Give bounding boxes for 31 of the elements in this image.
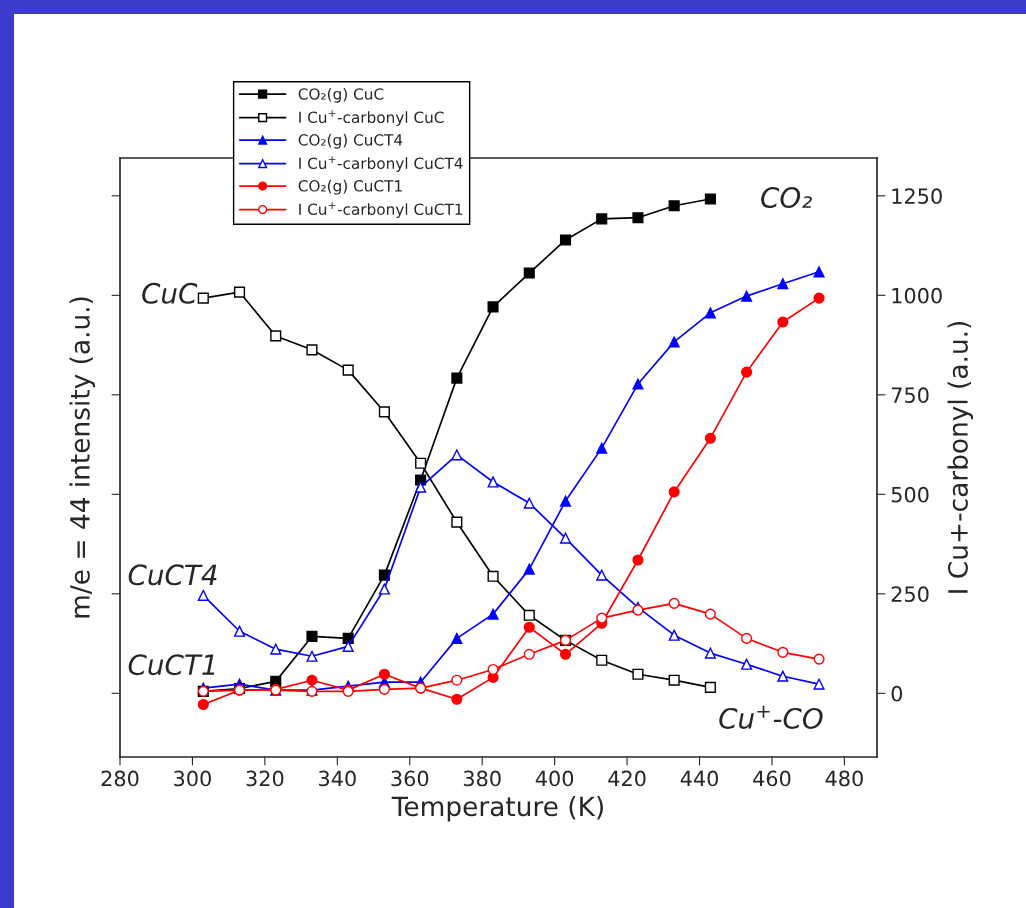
x-tick-label: 380	[463, 770, 501, 787]
legend-label: I Cu$^{+}$-carbonyl CuC	[299, 110, 444, 127]
y-tick-label: 750	[891, 387, 929, 404]
legend-label: CO₂(g) CuCT4	[298, 133, 403, 149]
x-tick-label: 300	[174, 770, 211, 787]
y-tick-label: 0	[891, 685, 903, 702]
x-axis-title: Temperature (K)	[391, 795, 603, 822]
x-tick-label: 420	[608, 770, 646, 787]
y2-axis-title: I Cu+-carbonyl (a.u.)	[947, 321, 974, 593]
x-tick-label: 440	[680, 770, 719, 787]
annotation: CuCT1	[128, 654, 215, 676]
x-tick-label: 320	[246, 770, 284, 787]
x-tick-label: 400	[535, 770, 574, 787]
y-tick-label: 1000	[892, 287, 942, 304]
x-tick-label: 340	[319, 770, 356, 787]
y-axis-title: m/e = 44 intensity (a.u.)	[69, 297, 95, 618]
y-tick-label: 250	[891, 586, 929, 603]
legend-label: I Cu$^{+}$-carbonyl CuCT4	[299, 156, 463, 172]
annotation: CO₂	[761, 186, 812, 208]
annotation: CuCT4	[128, 564, 217, 586]
legend-label: I Cu$^{+}$-carbonyl CuCT1	[299, 202, 463, 218]
annotation: CuC	[142, 282, 198, 304]
y-tick-label: 1250	[892, 188, 942, 205]
legend-label: CO₂(g) CuCT1	[298, 179, 402, 195]
annotation: Cu$^{+}$-CO	[719, 705, 823, 729]
x-tick-label: 280	[101, 770, 139, 787]
legend-label: CO₂(g) CuC	[298, 87, 384, 103]
x-tick-label: 460	[753, 770, 791, 787]
x-tick-label: 480	[825, 770, 863, 787]
y-tick-label: 500	[891, 486, 929, 503]
x-tick-label: 360	[391, 770, 429, 787]
